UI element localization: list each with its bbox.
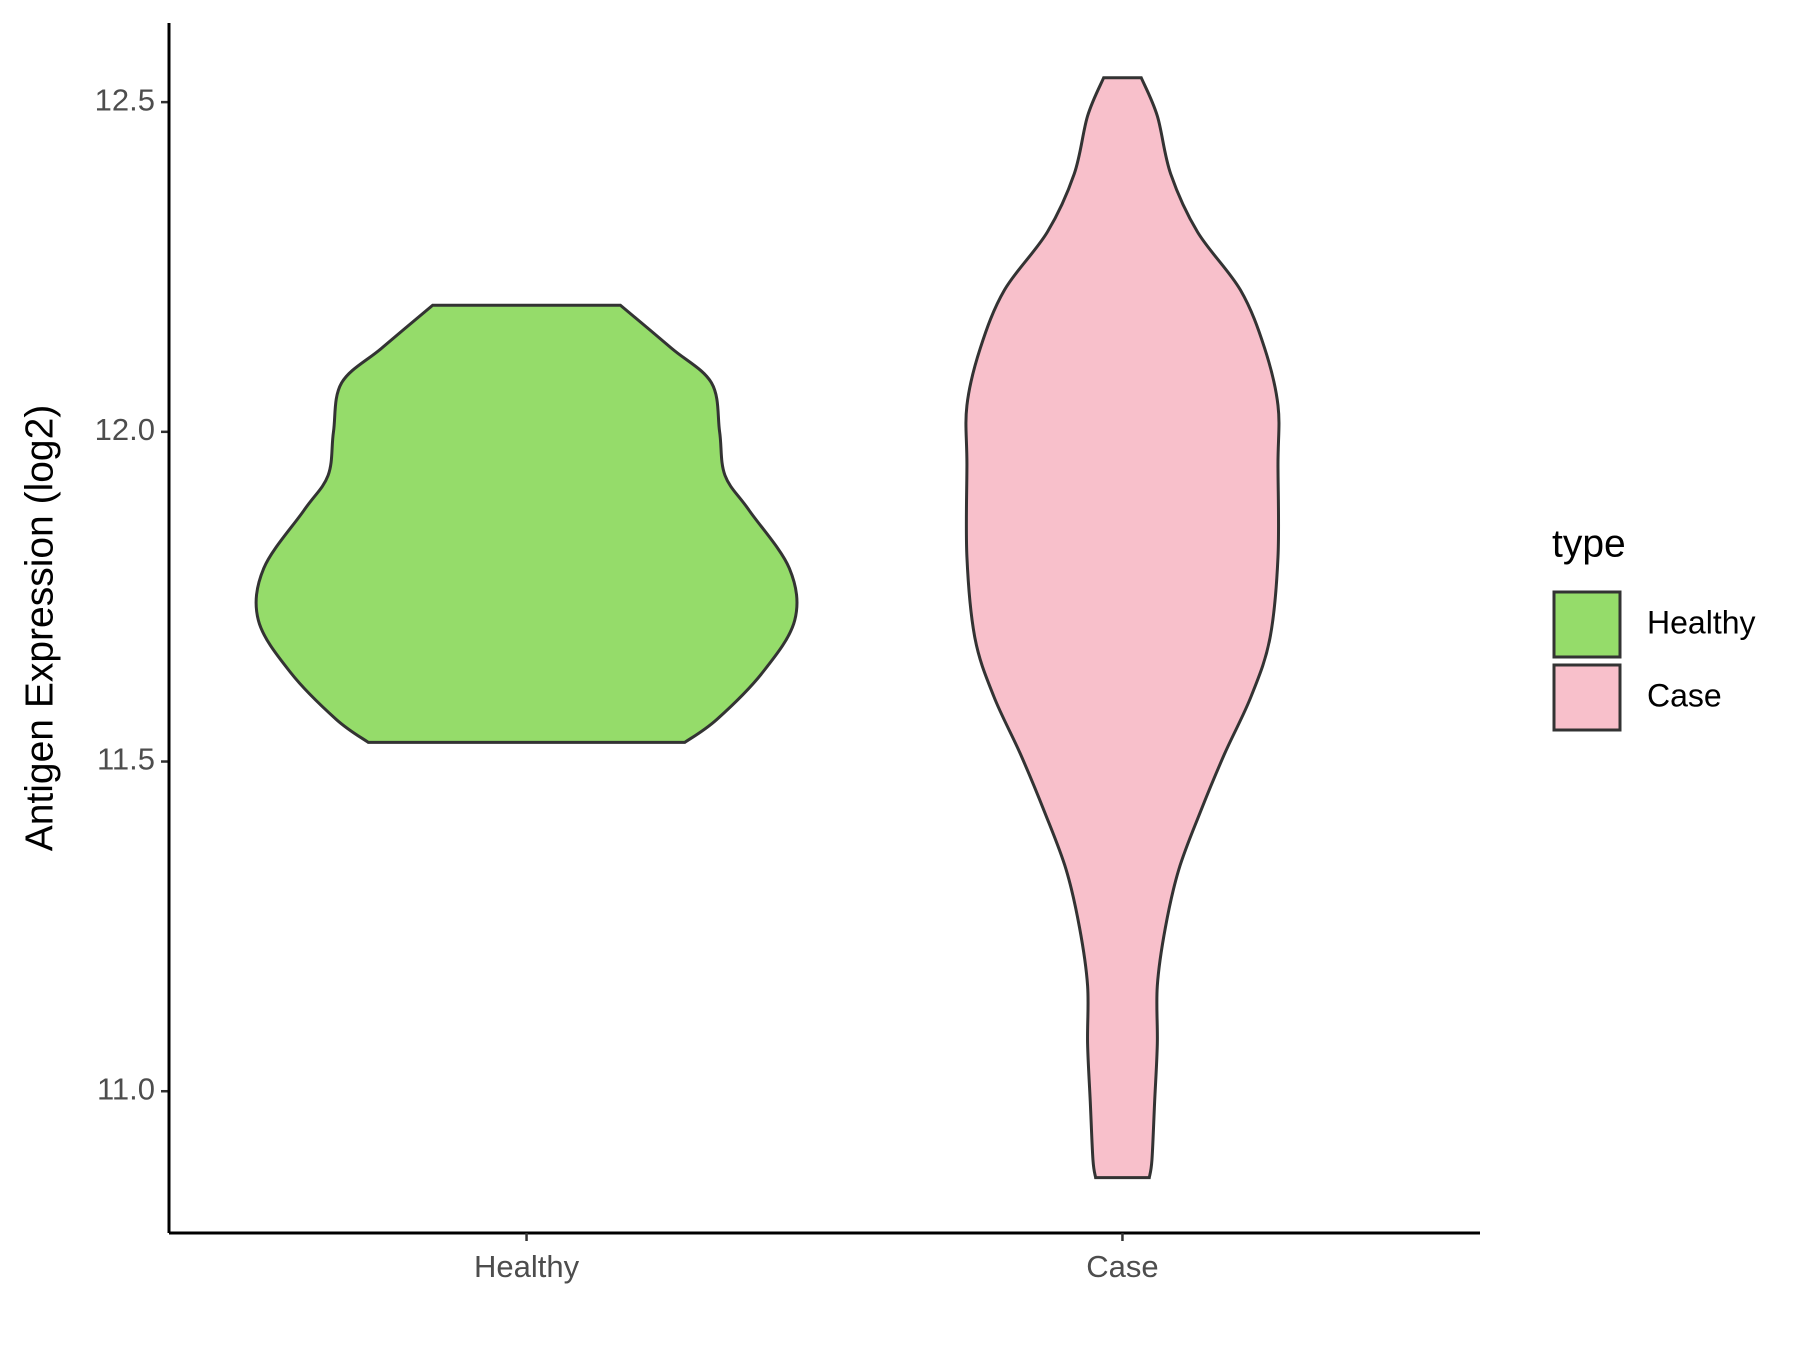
y-axis-title: Antigen Expression (log2) [18, 405, 61, 852]
legend-key [1552, 590, 1622, 659]
y-tick-label: 11.5 [97, 742, 155, 777]
x-tick-label: Case [1086, 1249, 1158, 1284]
y-tick-label: 11.0 [97, 1071, 155, 1106]
violin [254, 303, 799, 744]
violin [964, 76, 1281, 1180]
legend-title: type [1552, 522, 1626, 565]
legend-key [1552, 663, 1622, 732]
legend-label: Healthy [1647, 604, 1756, 640]
x-tick-label: Healthy [474, 1249, 580, 1284]
legend-label: Case [1647, 677, 1722, 713]
y-tick-label: 12.0 [95, 412, 155, 447]
y-tick-label: 12.5 [95, 82, 155, 117]
